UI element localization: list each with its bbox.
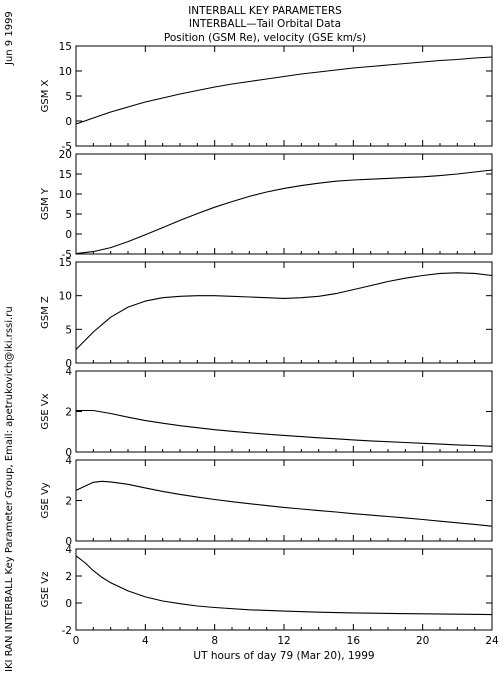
panel-2-ytick-label-0: -5: [62, 249, 72, 261]
x-tick-label-2: 8: [211, 635, 218, 647]
credit-line: IKI RAN INTERBALL Key Parameter Group, E…: [4, 306, 15, 672]
panel-5-ytick-label-2: 4: [65, 455, 72, 467]
panel-4-series-line: [76, 409, 493, 447]
panel-4-ytick-label-1: 2: [65, 407, 72, 419]
panel-6-series-line: [75, 555, 493, 616]
panel-1-ytick-label-3: 10: [59, 66, 72, 78]
panel-3-ytick-label-3: 15: [59, 257, 72, 269]
panel-2-ytick-label-5: 20: [59, 149, 72, 161]
panel-1-series-line: [75, 56, 493, 125]
panel-1-ytick-label-4: 15: [59, 41, 72, 53]
x-tick-label-3: 12: [277, 635, 290, 647]
panel-2-ylabel: GSM Y: [40, 187, 51, 220]
panel-3-ytick-label-0: 0: [65, 358, 72, 370]
panel-2-frame: [75, 153, 493, 255]
title-line-1: INTERBALL KEY PARAMETERS: [188, 5, 342, 17]
panel-6-ytick-label-0: -2: [62, 625, 72, 637]
date-stamp: Jun 9 1999: [4, 11, 15, 66]
panel-5-frame: [75, 459, 493, 542]
panel-6-frame: [75, 548, 493, 631]
panel-5-ytick-label-1: 2: [65, 496, 72, 508]
panel-1-ytick-label-1: 0: [65, 116, 72, 128]
x-tick-label-6: 24: [485, 635, 499, 647]
panel-4-ytick-label-2: 4: [65, 366, 72, 378]
panel-4-ytick-label-0: 0: [65, 447, 72, 459]
panel-5-ylabel: GSE Vy: [40, 482, 51, 518]
panel-3-ytick-label-1: 5: [65, 324, 72, 336]
panel-3-ytick-label-2: 10: [59, 291, 72, 303]
panel-6-ylabel: GSE Vz: [40, 572, 51, 608]
panel-1-ytick-label-2: 5: [65, 91, 72, 103]
panel-1-ylabel: GSM X: [40, 79, 51, 112]
panel-4-ylabel: GSE Vx: [40, 393, 51, 429]
panel-4-frame: [75, 370, 493, 453]
panel-3-ylabel: GSM Z: [40, 296, 51, 329]
panel-2-ytick-label-4: 15: [59, 169, 72, 181]
panel-2-series-line: [75, 169, 493, 255]
x-axis-label: UT hours of day 79 (Mar 20), 1999: [193, 650, 374, 662]
x-tick-label-1: 4: [142, 635, 149, 647]
panel-1-ytick-label-0: -5: [62, 141, 72, 153]
panel-2-ytick-label-3: 10: [59, 189, 72, 201]
panel-3-series-line: [75, 272, 493, 350]
title-line-3: Position (GSM Re), velocity (GSE km/s): [164, 32, 366, 44]
title-line-2: INTERBALL—Tail Orbital Data: [189, 18, 341, 30]
panel-2-ytick-label-2: 5: [65, 209, 72, 221]
x-tick-label-0: 0: [73, 635, 80, 647]
x-tick-label-4: 16: [347, 635, 361, 647]
panel-6-ytick-label-3: 4: [65, 544, 72, 556]
panel-3-frame: [75, 261, 493, 364]
x-tick-label-5: 20: [416, 635, 429, 647]
panel-6-ytick-label-2: 2: [65, 571, 72, 583]
panel-6-ytick-label-1: 0: [65, 598, 72, 610]
panel-5-series-line: [75, 480, 493, 527]
panel-5-ytick-label-0: 0: [65, 536, 72, 548]
panel-2-ytick-label-1: 0: [65, 229, 72, 241]
